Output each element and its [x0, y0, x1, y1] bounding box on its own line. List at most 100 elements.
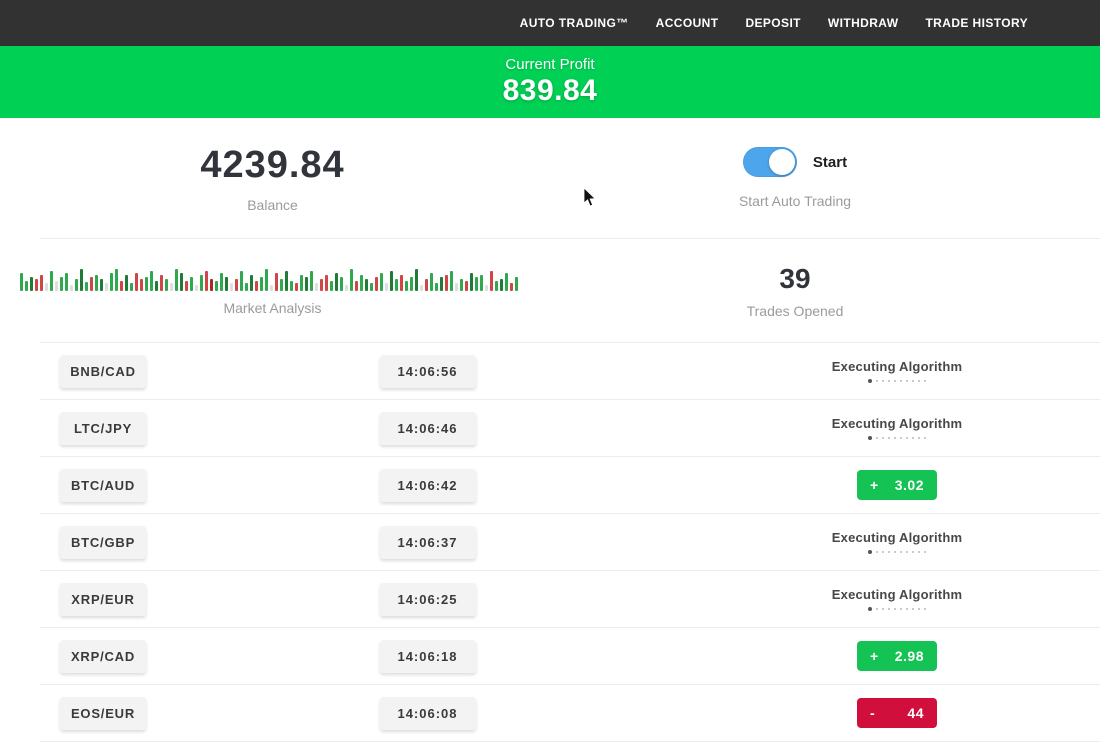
market-bar [510, 283, 513, 291]
balance-label: Balance [247, 196, 298, 213]
market-row: Market Analysis 39 Trades Opened [0, 239, 1100, 342]
market-bar [225, 277, 228, 291]
table-row: BTC/AUD 14:06:42 +3.02 [40, 457, 1100, 514]
nav-item[interactable]: ACCOUNT [655, 16, 719, 30]
status-cell: Executing Algorithm [694, 359, 1100, 383]
market-bar [50, 271, 53, 291]
nav-item[interactable]: DEPOSIT [745, 16, 801, 30]
table-row: BTC/GBP 14:06:37 Executing Algorithm [40, 514, 1100, 571]
auto-trading-toggle[interactable] [742, 147, 797, 177]
market-bar [515, 277, 518, 291]
market-bar [60, 277, 63, 291]
market-bar [390, 271, 393, 291]
market-bar [45, 283, 48, 291]
nav-item[interactable]: TRADE HISTORY [925, 16, 1028, 30]
market-bar [360, 275, 363, 291]
market-bar [25, 281, 28, 291]
market-bar [340, 277, 343, 291]
market-bar [485, 285, 488, 291]
market-bar [450, 271, 453, 291]
loss-badge: -44 [857, 698, 937, 728]
market-bar [320, 279, 323, 291]
market-bar [250, 275, 253, 291]
pair-badge: XRP/CAD [60, 639, 146, 673]
market-bar [235, 279, 238, 291]
pair-badge: BTC/AUD [60, 468, 146, 502]
market-bar [240, 271, 243, 291]
current-profit-label: Current Profit [505, 56, 595, 73]
time-badge: 14:06:56 [379, 354, 476, 388]
current-profit-value: 839.84 [502, 74, 598, 107]
market-bar [180, 273, 183, 291]
trades-opened-block: 39 Trades Opened [545, 239, 1045, 342]
divider [40, 238, 1100, 239]
market-bar [395, 279, 398, 291]
market-bar [425, 279, 428, 291]
market-bar [305, 277, 308, 291]
table-row: BNB/CAD 14:06:56 Executing Algorithm [40, 343, 1100, 400]
market-bar [230, 283, 233, 291]
market-bar [140, 279, 143, 291]
market-bar [55, 281, 58, 291]
nav-item[interactable]: AUTO TRADING™ [519, 16, 629, 30]
executing-label: Executing Algorithm [831, 416, 963, 431]
market-bar [170, 283, 173, 291]
market-bar [500, 279, 503, 291]
market-bar [150, 271, 153, 291]
market-bar [375, 277, 378, 291]
market-bar [200, 275, 203, 291]
executing-label: Executing Algorithm [831, 359, 963, 374]
market-bar [35, 279, 38, 291]
market-bar [80, 269, 83, 291]
market-analysis-chart [20, 265, 525, 291]
trades-opened-value: 39 [779, 262, 811, 294]
market-bar [410, 277, 413, 291]
market-bar [130, 283, 133, 291]
pair-badge: BNB/CAD [60, 354, 146, 388]
market-bar [145, 277, 148, 291]
market-bar [185, 281, 188, 291]
market-bar [215, 281, 218, 291]
balance-value: 4239.84 [200, 143, 345, 186]
market-bar [370, 283, 373, 291]
balance-block: 4239.84 Balance [0, 118, 545, 238]
pair-badge: XRP/EUR [60, 582, 146, 616]
market-bar [120, 281, 123, 291]
balance-row: 4239.84 Balance Start Start Auto Trading [0, 118, 1100, 238]
market-bar [265, 269, 268, 291]
market-bar [420, 285, 423, 291]
market-bar [440, 277, 443, 291]
market-bar [350, 269, 353, 291]
market-bar [475, 277, 478, 291]
time-badge: 14:06:25 [379, 582, 476, 616]
progress-dots [868, 436, 926, 440]
market-bar [480, 275, 483, 291]
status-cell: Executing Algorithm [694, 416, 1100, 440]
auto-trading-label: Start Auto Trading [738, 193, 852, 209]
profit-badge: +3.02 [857, 470, 937, 500]
market-bar [100, 279, 103, 291]
profit-badge: +2.98 [857, 641, 937, 671]
progress-dots [868, 379, 926, 383]
trades-opened-label: Trades Opened [746, 302, 844, 319]
nav-item[interactable]: WITHDRAW [827, 16, 899, 30]
market-bar [275, 273, 278, 291]
market-bar [285, 271, 288, 291]
top-nav: AUTO TRADING™ ACCOUNT DEPOSIT WITHDRAW T… [0, 0, 1100, 46]
market-bar [470, 273, 473, 291]
market-analysis-label: Market Analysis [223, 300, 322, 316]
market-bar [330, 281, 333, 291]
table-row: XRP/CAD 14:06:18 +2.98 [40, 628, 1100, 685]
time-badge: 14:06:42 [379, 468, 476, 502]
market-bar [165, 279, 168, 291]
market-bar [335, 273, 338, 291]
time-badge: 14:06:37 [379, 525, 476, 559]
market-bar [435, 283, 438, 291]
market-bar [95, 275, 98, 291]
executing-label: Executing Algorithm [831, 587, 963, 602]
status-cell: Executing Algorithm [694, 530, 1100, 554]
market-bar [490, 271, 493, 291]
market-bar [40, 275, 43, 291]
market-bar [380, 273, 383, 291]
progress-dots [868, 550, 926, 554]
